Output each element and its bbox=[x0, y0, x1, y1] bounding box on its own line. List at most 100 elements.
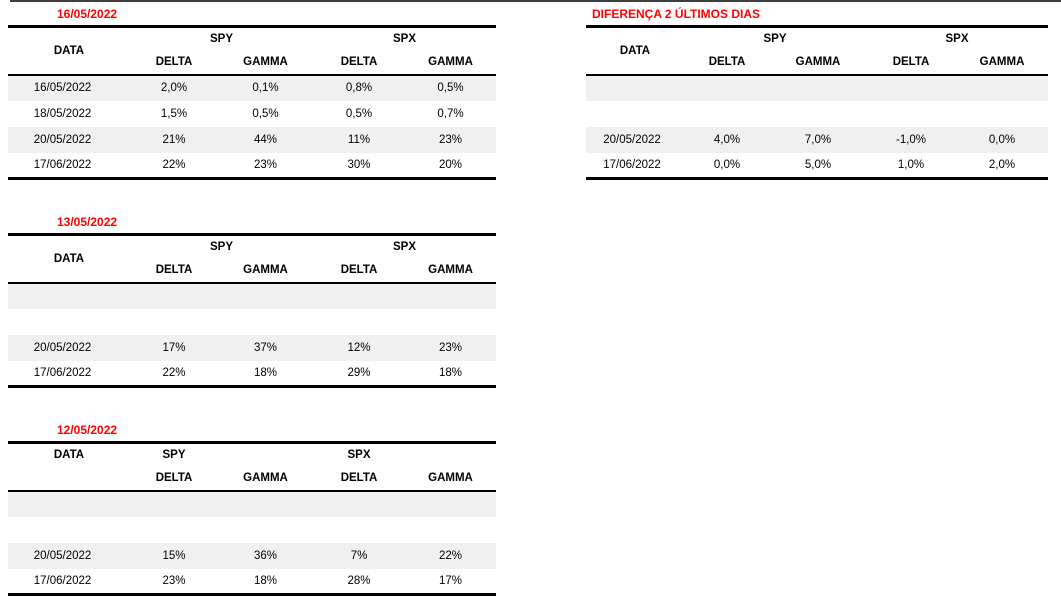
cell-spy-gamma[interactable] bbox=[218, 283, 313, 309]
cell-spx-gamma[interactable]: 23% bbox=[439, 341, 463, 354]
cell-spx-delta[interactable] bbox=[313, 491, 405, 517]
cell-spx-delta[interactable] bbox=[313, 517, 405, 543]
cell-spx-delta[interactable]: 29% bbox=[347, 366, 371, 379]
header-spx-delta[interactable]: DELTA bbox=[340, 472, 378, 484]
cell-spy-gamma[interactable]: 0,5% bbox=[252, 107, 279, 120]
cell-date[interactable] bbox=[8, 517, 130, 543]
cell-spy-delta[interactable]: 0,0% bbox=[713, 158, 741, 171]
header-data[interactable]: DATA bbox=[53, 449, 85, 462]
header-spy-gamma[interactable]: GAMMA bbox=[243, 56, 288, 68]
cell-spy-gamma[interactable]: 23% bbox=[253, 158, 278, 171]
cell-spy-delta[interactable]: 17% bbox=[162, 341, 186, 354]
header-spy[interactable]: SPY bbox=[210, 241, 234, 254]
cell-spx-gamma[interactable] bbox=[405, 517, 496, 543]
cell-spy-gamma[interactable] bbox=[218, 309, 313, 335]
cell-spy-gamma[interactable] bbox=[218, 517, 313, 543]
cell-date[interactable]: 17/06/2022 bbox=[33, 574, 92, 587]
cell-spx-gamma[interactable]: 22% bbox=[438, 549, 463, 562]
cell-spx-delta[interactable]: 28% bbox=[347, 574, 371, 587]
header-empty-cell[interactable] bbox=[218, 443, 313, 467]
cell-date[interactable]: 16/05/2022 bbox=[33, 82, 92, 94]
cell-spy-gamma[interactable] bbox=[218, 491, 313, 517]
table-title[interactable]: 12/05/2022 bbox=[57, 423, 118, 437]
cell-spy-delta[interactable]: 22% bbox=[162, 158, 186, 171]
cell-spx-gamma[interactable]: 18% bbox=[439, 366, 463, 379]
header-spy-gamma[interactable]: GAMMA bbox=[795, 56, 841, 68]
header-spx-gamma[interactable]: GAMMA bbox=[979, 56, 1025, 68]
cell-date[interactable]: 20/05/2022 bbox=[33, 549, 92, 562]
header-spx[interactable]: SPX bbox=[347, 449, 371, 462]
header-spx[interactable]: SPX bbox=[393, 241, 417, 254]
cell-date[interactable]: 17/06/2022 bbox=[603, 158, 661, 171]
header-data[interactable]: DATA bbox=[619, 44, 651, 57]
header-spy-gamma[interactable]: GAMMA bbox=[243, 264, 288, 276]
header-empty-cell[interactable] bbox=[8, 467, 130, 491]
cell-date[interactable] bbox=[586, 101, 684, 127]
header-spy-gamma[interactable]: GAMMA bbox=[243, 472, 288, 484]
cell-spy-gamma[interactable]: 37% bbox=[253, 341, 278, 354]
header-spx[interactable]: SPX bbox=[945, 33, 969, 46]
cell-spy-delta[interactable] bbox=[684, 101, 770, 127]
cell-spx-gamma[interactable]: 2,0% bbox=[988, 158, 1016, 171]
cell-date[interactable]: 20/05/2022 bbox=[33, 133, 92, 146]
cell-spx-delta[interactable] bbox=[313, 283, 405, 309]
cell-spy-gamma[interactable]: 18% bbox=[253, 574, 278, 587]
cell-spy-gamma[interactable] bbox=[770, 75, 866, 101]
header-spx-delta[interactable]: DELTA bbox=[340, 56, 378, 68]
header-spy[interactable]: SPY bbox=[162, 449, 186, 462]
cell-spx-delta[interactable]: 30% bbox=[347, 158, 371, 171]
cell-spy-gamma[interactable]: 18% bbox=[253, 366, 278, 379]
cell-spy-gamma[interactable]: 5,0% bbox=[804, 158, 832, 171]
cell-spx-gamma[interactable] bbox=[956, 75, 1048, 101]
cell-spy-gamma[interactable]: 7,0% bbox=[804, 133, 832, 146]
cell-spx-gamma[interactable]: 20% bbox=[439, 158, 463, 171]
cell-spy-delta[interactable] bbox=[130, 309, 218, 335]
cell-spy-delta[interactable]: 1,5% bbox=[160, 107, 188, 120]
header-spx-delta[interactable]: DELTA bbox=[892, 56, 930, 68]
cell-date[interactable]: 18/05/2022 bbox=[33, 107, 92, 120]
cell-date[interactable]: 17/06/2022 bbox=[33, 158, 92, 171]
header-spy-delta[interactable]: DELTA bbox=[155, 264, 193, 276]
cell-spy-gamma[interactable]: 36% bbox=[253, 549, 278, 562]
cell-spx-delta[interactable]: 7% bbox=[350, 549, 368, 562]
cell-spy-delta[interactable]: 2,0% bbox=[160, 82, 188, 94]
header-spx-gamma[interactable]: GAMMA bbox=[428, 56, 473, 68]
header-spy-delta[interactable]: DELTA bbox=[155, 56, 193, 68]
cell-date[interactable]: 17/06/2022 bbox=[33, 366, 92, 379]
table-title[interactable]: 16/05/2022 bbox=[57, 7, 118, 21]
header-empty-cell[interactable] bbox=[405, 443, 496, 467]
header-spx-gamma[interactable]: GAMMA bbox=[428, 472, 473, 484]
table-title[interactable]: DIFERENÇA 2 ÚLTIMOS DIAS bbox=[592, 7, 761, 21]
cell-spy-delta[interactable] bbox=[130, 283, 218, 309]
cell-date[interactable]: 20/05/2022 bbox=[603, 133, 661, 146]
cell-date[interactable] bbox=[8, 491, 130, 517]
cell-spx-delta[interactable]: 0,5% bbox=[345, 107, 373, 120]
cell-date[interactable] bbox=[8, 309, 130, 335]
cell-spx-gamma[interactable]: 0,5% bbox=[437, 82, 464, 94]
cell-date[interactable]: 20/05/2022 bbox=[33, 341, 92, 354]
cell-spx-gamma[interactable]: 0,7% bbox=[437, 107, 464, 120]
cell-spy-delta[interactable]: 22% bbox=[162, 366, 186, 379]
cell-spx-delta[interactable]: 1,0% bbox=[897, 158, 925, 171]
cell-spy-gamma[interactable] bbox=[770, 101, 866, 127]
table-title[interactable]: 13/05/2022 bbox=[57, 215, 118, 229]
header-data[interactable]: DATA bbox=[53, 44, 85, 57]
cell-spx-delta[interactable] bbox=[313, 309, 405, 335]
cell-date[interactable] bbox=[8, 283, 130, 309]
header-spx-gamma[interactable]: GAMMA bbox=[428, 264, 473, 276]
header-spx-delta[interactable]: DELTA bbox=[340, 264, 378, 276]
cell-spy-gamma[interactable]: 0,1% bbox=[252, 82, 279, 94]
cell-spx-gamma[interactable]: 17% bbox=[438, 574, 463, 587]
cell-spx-gamma[interactable] bbox=[405, 491, 496, 517]
cell-spx-gamma[interactable] bbox=[405, 283, 496, 309]
header-spy[interactable]: SPY bbox=[210, 33, 234, 46]
cell-spy-delta[interactable]: 21% bbox=[162, 133, 186, 146]
cell-spy-delta[interactable] bbox=[130, 491, 218, 517]
cell-spy-delta[interactable]: 4,0% bbox=[713, 133, 741, 146]
cell-spx-delta[interactable]: 12% bbox=[347, 341, 371, 354]
cell-spy-delta[interactable]: 23% bbox=[162, 574, 186, 587]
cell-spy-delta[interactable]: 15% bbox=[162, 549, 186, 562]
cell-spx-gamma[interactable] bbox=[956, 101, 1048, 127]
header-spx[interactable]: SPX bbox=[393, 33, 417, 46]
cell-spx-delta[interactable] bbox=[866, 101, 956, 127]
